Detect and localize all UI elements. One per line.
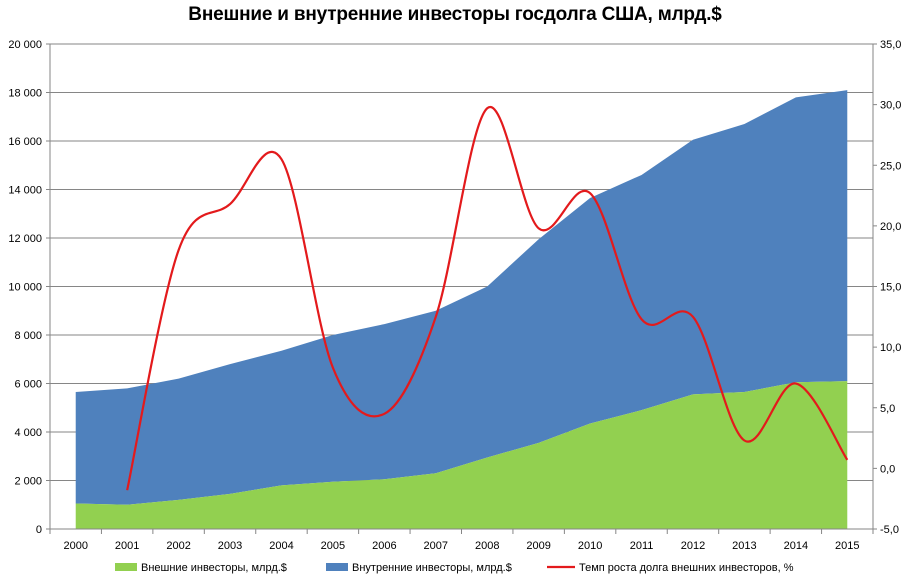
legend-foreign-label: Внешние инвесторы, млрд.$: [141, 562, 287, 574]
y-right-tick-label: 25,0: [880, 160, 901, 172]
x-tick-label: 2003: [218, 540, 242, 552]
y-left-tick-label: 18 000: [8, 88, 42, 100]
y-left-tick-label: 10 000: [8, 282, 42, 294]
y-left-tick-label: 12 000: [8, 233, 42, 245]
legend-domestic-swatch: [326, 563, 348, 571]
area-domestic-investors: [75, 90, 848, 505]
x-tick-label: 2010: [578, 540, 602, 552]
chart-title: Внешние и внутренние инвесторы госдолга …: [188, 4, 722, 25]
x-tick-label: 2006: [372, 540, 396, 552]
area-foreign-investors: [75, 381, 848, 529]
y-right-tick-label: 20,0: [880, 221, 901, 233]
legend-foreign-swatch: [115, 563, 137, 571]
y-left-tick-label: 0: [36, 524, 42, 536]
x-tick-label: 2012: [681, 540, 705, 552]
y-right-tick-label: -5,0: [880, 524, 899, 536]
y-left-tick-label: 20 000: [8, 39, 42, 51]
y-right-tick-label: 30,0: [880, 100, 901, 112]
x-tick-label: 2001: [115, 540, 139, 552]
y-left-tick-label: 14 000: [8, 185, 42, 197]
y-left-tick-label: 6 000: [14, 379, 42, 391]
x-tick-label: 2013: [732, 540, 756, 552]
legend-growth-rate-label: Темп роста долга внешних инвесторов, %: [579, 562, 794, 574]
y-right-tick-label: 15,0: [880, 282, 901, 294]
x-tick-label: 2015: [835, 540, 859, 552]
y-left-tick-label: 8 000: [14, 330, 42, 342]
y-right-tick-label: 10,0: [880, 342, 901, 354]
x-tick-label: 2009: [526, 540, 550, 552]
x-tick-label: 2008: [475, 540, 499, 552]
x-tick-label: 2004: [269, 540, 293, 552]
line-growth-rate: [126, 106, 849, 491]
y-right-tick-label: 0,0: [880, 463, 895, 475]
y-left-tick-label: 4 000: [14, 427, 42, 439]
y-right-tick-label: 5,0: [880, 403, 895, 415]
x-tick-label: 2005: [321, 540, 345, 552]
y-left-tick-label: 16 000: [8, 136, 42, 148]
x-tick-label: 2011: [630, 540, 654, 552]
legend-domestic-label: Внутренние инвесторы, млрд.$: [352, 562, 512, 574]
y-left-tick-label: 2 000: [14, 476, 42, 488]
x-tick-label: 2000: [63, 540, 87, 552]
x-tick-label: 2014: [784, 540, 808, 552]
x-tick-label: 2002: [166, 540, 190, 552]
x-tick-label: 2007: [424, 540, 448, 552]
y-right-tick-label: 35,0: [880, 39, 901, 51]
